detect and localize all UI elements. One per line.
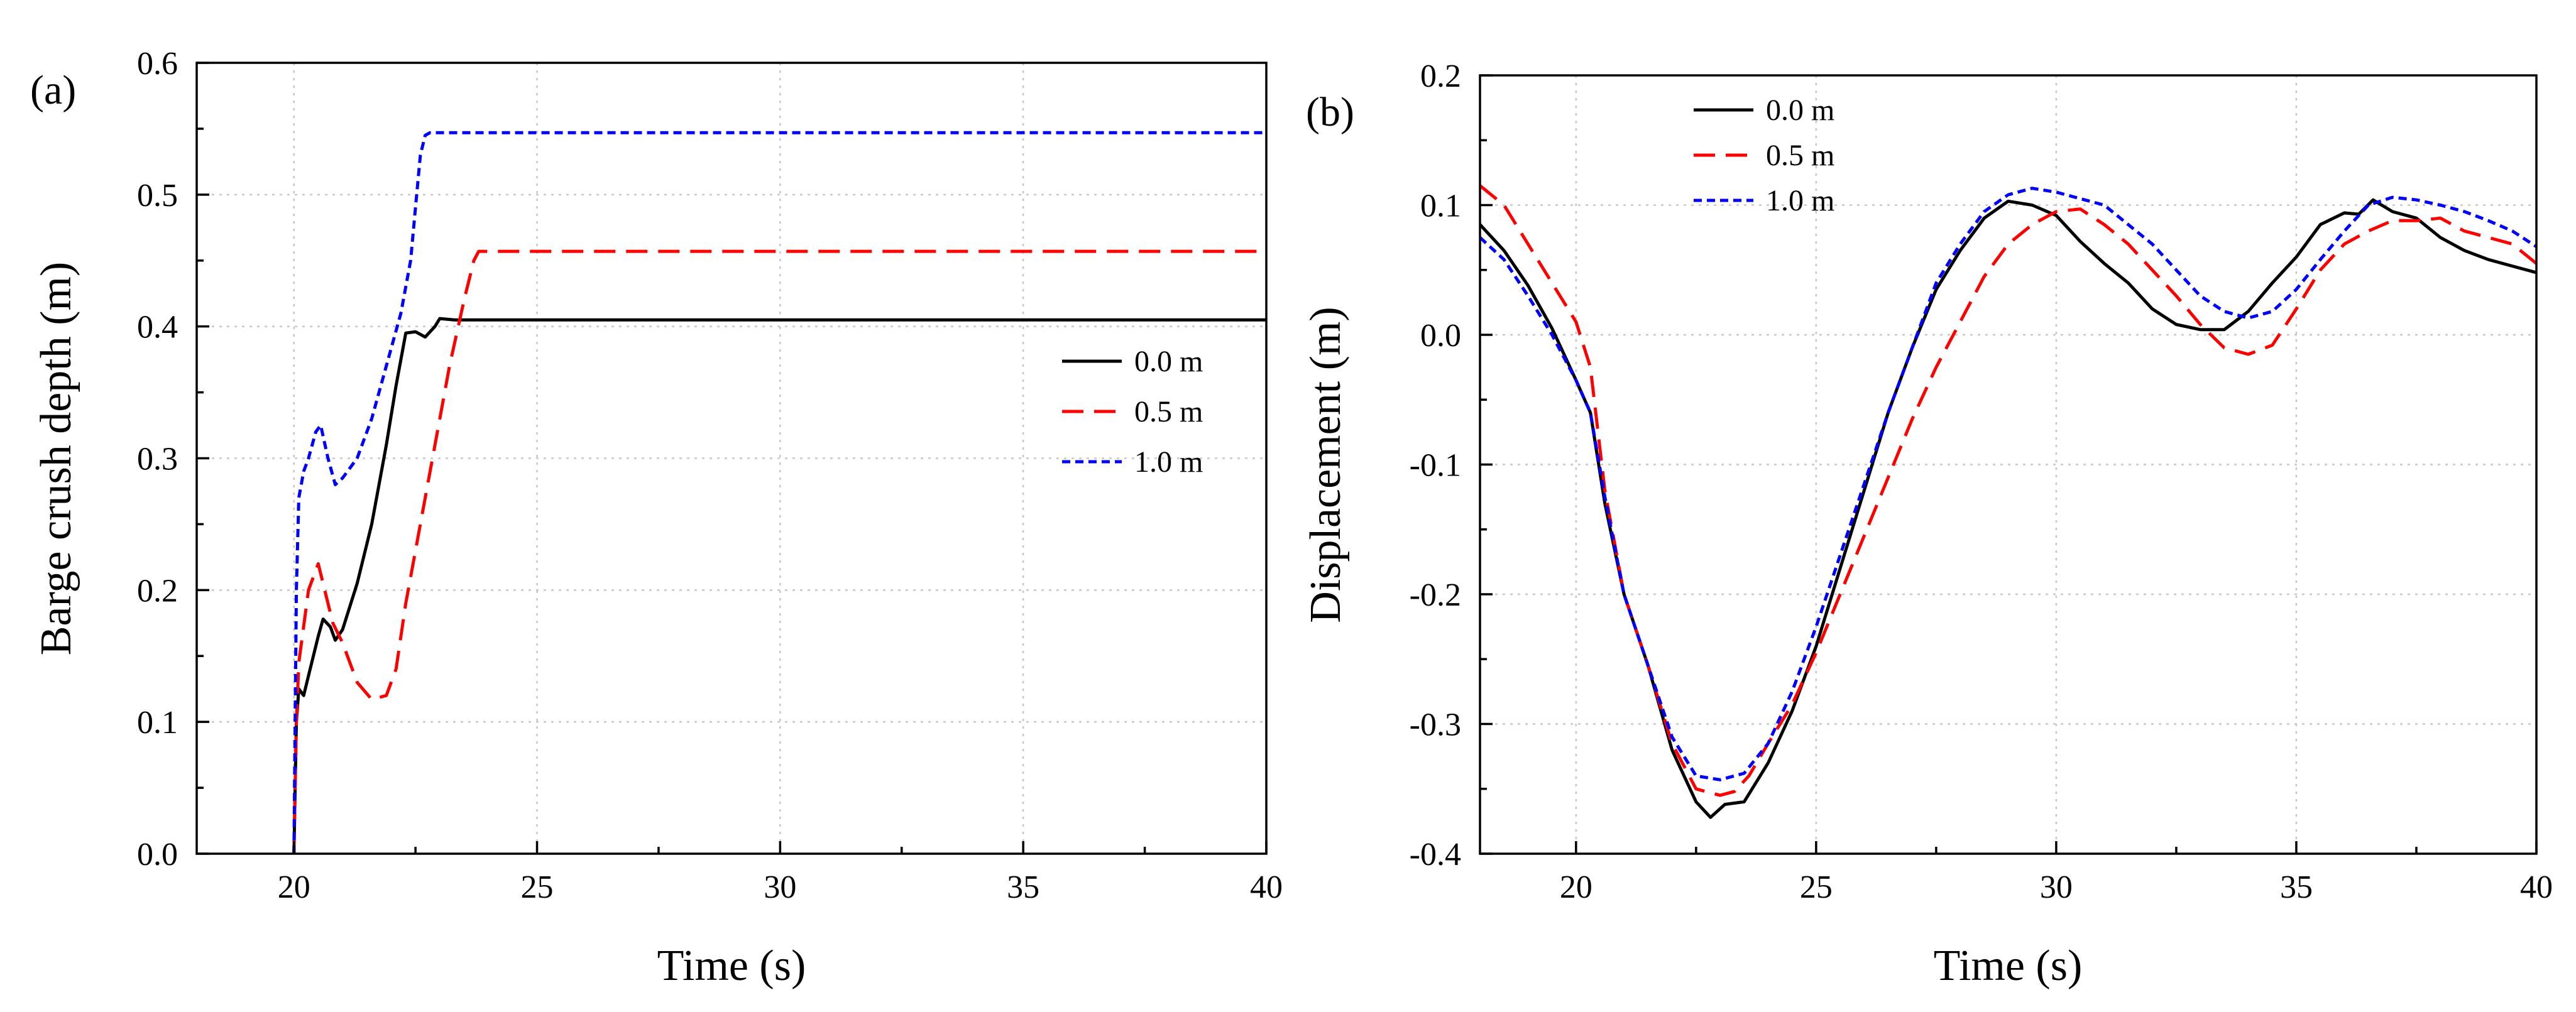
ticks-a bbox=[197, 62, 1268, 855]
x-axis-title-b: Time (s) bbox=[1934, 942, 2083, 990]
chart-panel-b: 20 25 30 35 40-0.4-0.3-0.2-0.10.00.10.2 (b) … bbox=[1302, 58, 2553, 990]
y-axis-title-a: Barge crush depth (m) bbox=[32, 262, 80, 656]
y-tick-label-a-2: 0.2 bbox=[137, 573, 178, 609]
legend-label-b-1: 0.5 m bbox=[1766, 139, 1834, 172]
panel-label-b: (b) bbox=[1306, 89, 1354, 135]
series-line-a-dotted bbox=[292, 131, 1266, 854]
legend-label-b-2: 1.0 m bbox=[1766, 184, 1834, 217]
y-tick-label-a-4: 0.4 bbox=[137, 310, 178, 345]
grid-a bbox=[197, 63, 1266, 854]
y-tick-label-b-6: 0.2 bbox=[1420, 58, 1461, 94]
series-line-b-dotted bbox=[1479, 187, 2538, 781]
legend-b: 0.0 m 0.5 m 1.0 m bbox=[1694, 94, 1834, 217]
x-tick-label-b-2: 30 bbox=[2040, 869, 2073, 905]
series-a bbox=[292, 131, 1266, 854]
legend-a: 0.0 m 0.5 m 1.0 m bbox=[1062, 345, 1203, 479]
legend-label-b-0: 0.0 m bbox=[1766, 94, 1834, 127]
ticks-b bbox=[1480, 74, 2538, 855]
y-tick-label-b-1: -0.3 bbox=[1410, 707, 1461, 743]
y-axis-title-b: Displacement (m) bbox=[1302, 307, 1350, 623]
y-tick-label-b-5: 0.1 bbox=[1420, 188, 1461, 224]
y-tick-label-a-1: 0.1 bbox=[137, 705, 178, 741]
x-tick-label-b-3: 35 bbox=[2280, 869, 2313, 905]
x-tick-label-b-0: 20 bbox=[1560, 869, 1592, 905]
y-tick-label-b-2: -0.2 bbox=[1410, 577, 1461, 613]
legend-label-a-0: 0.0 m bbox=[1134, 345, 1203, 378]
x-tick-label-b-1: 25 bbox=[1800, 869, 1833, 905]
series-line-b-dashed bbox=[1479, 184, 2538, 797]
series-line-a-dashed bbox=[292, 249, 1266, 854]
y-tick-label-b-0: -0.4 bbox=[1410, 837, 1461, 873]
x-tick-label-a-2: 30 bbox=[764, 869, 796, 905]
panel-label-a: (a) bbox=[30, 67, 76, 113]
y-tick-label-a-6: 0.6 bbox=[137, 46, 178, 82]
x-tick-label-a-4: 40 bbox=[1250, 869, 1283, 905]
series-b bbox=[1479, 184, 2538, 819]
legend-label-a-1: 0.5 m bbox=[1134, 395, 1203, 428]
legend-label-a-2: 1.0 m bbox=[1134, 445, 1203, 479]
tick-labels-b: 20 25 30 35 40 -0.4 -0.3 -0.2 -0.1 0.0 0.1 0.2 bbox=[1410, 58, 2553, 905]
x-tick-label-a-1: 25 bbox=[521, 869, 554, 905]
y-tick-label-a-0: 0.0 bbox=[137, 837, 178, 873]
x-tick-label-b-4: 40 bbox=[2520, 869, 2553, 905]
y-tick-label-b-3: -0.1 bbox=[1410, 448, 1461, 484]
x-tick-label-a-3: 35 bbox=[1007, 869, 1039, 905]
series-line-a-solid bbox=[292, 317, 1266, 854]
chart-panel-a: 20 25 30 35 40 0.0 0.1 0.2 0.3 0.4 0.5 0.6 (a) Time… bbox=[30, 46, 1283, 990]
grid-b bbox=[1480, 75, 2536, 854]
y-tick-label-b-4: 0.0 bbox=[1420, 318, 1461, 354]
tick-labels-a: 20 25 30 35 40 0.0 0.1 0.2 0.3 0.4 0.5 0.6 bbox=[137, 46, 1283, 905]
y-tick-label-a-5: 0.5 bbox=[137, 178, 178, 214]
x-tick-label-a-0: 20 bbox=[278, 869, 310, 905]
x-axis-title-a: Time (s) bbox=[657, 942, 806, 990]
y-tick-label-a-3: 0.3 bbox=[137, 442, 178, 477]
